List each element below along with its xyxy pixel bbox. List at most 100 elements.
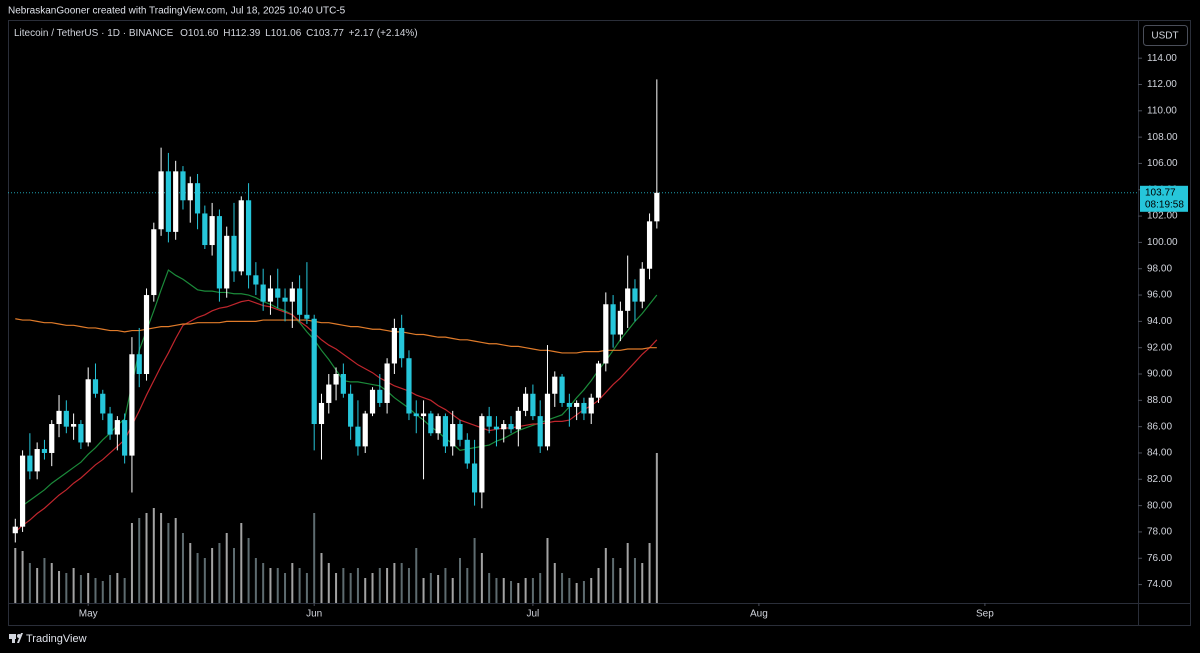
volume-bar: [619, 568, 622, 603]
y-tick-label: 112.00: [1147, 79, 1177, 90]
volume-bar: [43, 558, 46, 603]
candle-body: [304, 314, 310, 319]
volume-bar: [254, 558, 257, 603]
candle-body: [515, 410, 521, 430]
candle: [12, 518, 18, 543]
y-tick-label: 98.00: [1147, 263, 1172, 274]
volume-bar: [65, 573, 68, 603]
x-tick-label: Aug: [750, 609, 768, 620]
volume-bar: [181, 533, 184, 603]
volume-bar: [553, 563, 556, 603]
candle: [92, 363, 99, 398]
y-tick-label: 108.00: [1147, 132, 1178, 143]
y-tick-label: 100.00: [1147, 237, 1178, 248]
candle: [129, 337, 135, 493]
candle-body: [625, 288, 631, 311]
candle-body: [523, 393, 529, 411]
attribution: NebraskanGooner created with TradingView…: [8, 6, 346, 17]
volume-bar: [145, 513, 148, 603]
candle-body: [49, 424, 55, 453]
candle: [122, 413, 128, 464]
candle-body: [348, 393, 354, 427]
candle: [493, 416, 500, 447]
volume-bar: [21, 551, 24, 603]
volume-bar: [356, 568, 359, 603]
high-label: H: [223, 28, 230, 39]
currency[interactable]: USDT: [1151, 31, 1178, 42]
candle: [435, 413, 441, 440]
y-tick-label: 96.00: [1147, 290, 1172, 301]
candle-body: [501, 424, 507, 430]
volume-bar: [400, 563, 403, 603]
y-tick-label: 86.00: [1147, 421, 1172, 432]
candle: [399, 314, 405, 368]
volume-bar: [269, 568, 272, 603]
candle: [216, 209, 223, 302]
candle: [632, 279, 638, 322]
candle: [202, 205, 208, 249]
candle-body: [391, 327, 397, 364]
candle-body: [85, 379, 91, 443]
y-tick-label: 90.00: [1147, 369, 1172, 380]
candle: [49, 420, 55, 467]
candle-body: [464, 439, 470, 464]
volume-bar: [349, 573, 352, 603]
candle-body: [151, 229, 157, 296]
candle: [311, 314, 317, 451]
volume-bar: [211, 548, 214, 603]
volume-bar: [488, 573, 491, 603]
candle: [537, 400, 543, 453]
volume-bar: [495, 578, 498, 603]
candle-body: [143, 295, 150, 375]
candle-body: [326, 384, 332, 403]
logo-mark: [9, 634, 16, 639]
candle: [34, 442, 40, 480]
candle-body: [639, 268, 645, 302]
candle-body: [311, 318, 317, 425]
volume-bar: [451, 578, 454, 603]
candle: [610, 295, 616, 348]
candle: [406, 350, 412, 421]
candle: [194, 173, 201, 230]
candle: [464, 433, 470, 469]
volume-bar: [233, 548, 235, 603]
y-tick-label: 106.00: [1147, 158, 1178, 169]
candle-body: [297, 288, 303, 315]
y-tick-label: 74.00: [1147, 579, 1172, 590]
candle: [369, 387, 376, 417]
volume-bar: [604, 548, 607, 603]
candle: [267, 275, 274, 315]
volume-bar: [291, 563, 294, 603]
candle: [603, 292, 609, 372]
candle: [617, 301, 623, 342]
volume-bar: [313, 513, 316, 603]
candle: [508, 416, 514, 434]
volume-bar: [641, 563, 644, 603]
candle-body: [355, 426, 361, 447]
candle-body: [399, 327, 405, 359]
high-value: 112.39: [231, 28, 261, 39]
candle-body: [27, 455, 33, 472]
candle: [297, 275, 303, 322]
y-tick-label: 114.00: [1147, 53, 1177, 64]
y-tick-label: 76.00: [1147, 553, 1172, 564]
y-tick-label: 78.00: [1147, 527, 1172, 538]
candle: [326, 374, 332, 414]
close-label: C: [306, 28, 313, 39]
candle-body: [362, 413, 368, 447]
candle: [224, 226, 230, 298]
volume-bar: [130, 523, 133, 603]
candle-body: [260, 284, 266, 302]
low-label: L: [265, 28, 271, 39]
candle: [639, 262, 645, 309]
candle: [362, 410, 368, 453]
countdown: 08:19:58: [1145, 199, 1184, 210]
candle-body: [530, 393, 536, 417]
volume-bar: [393, 563, 396, 603]
candle-body: [158, 171, 164, 230]
volume-bar: [94, 578, 97, 603]
candle-body: [442, 416, 449, 447]
candle: [114, 416, 120, 451]
currency-button[interactable]: [1143, 25, 1188, 46]
candle-body: [34, 449, 40, 472]
